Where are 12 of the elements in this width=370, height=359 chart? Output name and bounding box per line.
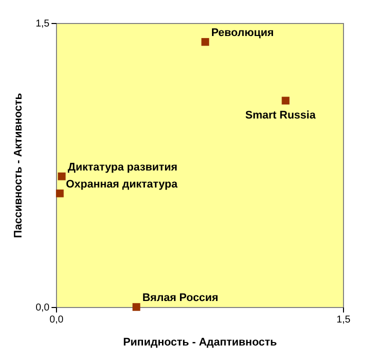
- point: [56, 190, 64, 198]
- annotation: Охранная диктатура: [66, 178, 178, 190]
- annotation: Smart Russia: [245, 110, 316, 122]
- point: [132, 303, 140, 311]
- annotation: Вялая Россия: [142, 292, 218, 304]
- point: [282, 96, 290, 104]
- point: [58, 172, 66, 180]
- point: [201, 38, 210, 46]
- annotation: Диктатура развития: [68, 161, 178, 174]
- x-axis-title: Рипидность - Адаптивность: [123, 336, 278, 348]
- annotation: Революция: [211, 26, 274, 39]
- y-axis-title: Пассивность - Активность: [12, 92, 25, 238]
